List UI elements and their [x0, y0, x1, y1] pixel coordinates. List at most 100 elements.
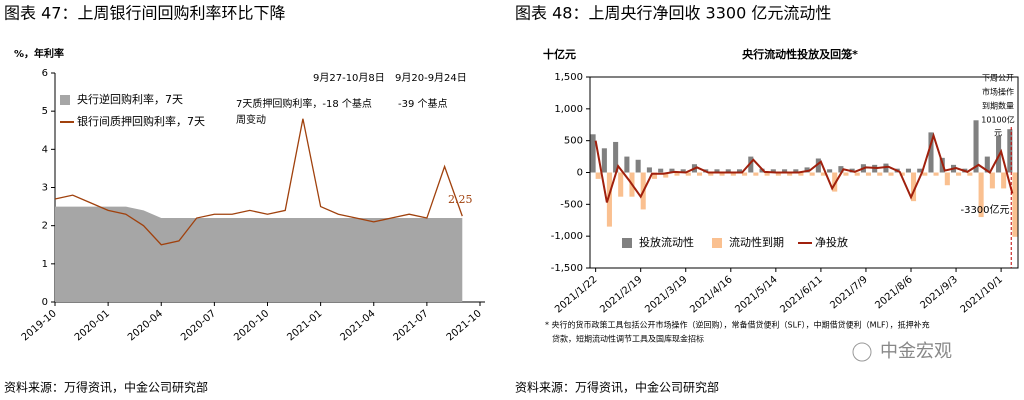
- bar: [973, 120, 979, 173]
- bar: [697, 172, 703, 176]
- y-tick-label: -1,500: [551, 263, 583, 274]
- legend-swatch: [60, 95, 70, 105]
- bar: [618, 172, 624, 197]
- footnote: 贷款，短期流动性调节工具及国库现金招标: [552, 334, 704, 344]
- bar: [922, 172, 928, 176]
- legend-label: 央行逆回购利率，7天: [77, 92, 183, 106]
- bar: [685, 172, 691, 176]
- y-tick-label: -1,000: [551, 231, 583, 242]
- bar: [775, 172, 781, 176]
- bar: [651, 172, 658, 179]
- annotation: 到期数量: [982, 101, 1014, 111]
- annotation: 元: [994, 129, 1002, 138]
- bar: [674, 172, 680, 176]
- bar: [832, 172, 838, 192]
- bar: [730, 172, 736, 176]
- bar: [1012, 172, 1018, 237]
- legend-label: 流动性到期: [729, 235, 784, 249]
- bar: [917, 168, 923, 173]
- bar: [719, 172, 725, 176]
- legend-swatch: [622, 238, 632, 248]
- x-tick-label: 2021/7/9: [828, 274, 869, 311]
- annotation: 9月20-9月24日: [395, 72, 467, 84]
- bar: [905, 168, 911, 173]
- x-tick-label: 2021/5/14: [733, 274, 779, 315]
- line: [54, 118, 463, 246]
- x-tick-label: 2020-01: [73, 308, 112, 343]
- bar: [843, 172, 849, 176]
- x-tick-label: 2021/10/1: [959, 274, 1005, 315]
- bar: [944, 172, 950, 186]
- bar: [646, 167, 652, 173]
- y-axis-label: %，年利率: [14, 47, 64, 60]
- bar: [601, 148, 607, 173]
- y-tick-label: 1: [42, 259, 48, 270]
- annotation: 10100亿: [981, 115, 1014, 125]
- x-tick-label: 2021/8/6: [873, 274, 914, 311]
- footnote: * 央行的货币政策工具包括公开市场操作（逆回购），常备借贷便利（SLF），中期借…: [545, 320, 930, 330]
- bar: [838, 166, 844, 173]
- bar: [787, 172, 793, 176]
- area: [55, 206, 463, 302]
- bar: [782, 169, 788, 173]
- annotation: -3300亿元: [960, 203, 1009, 216]
- bar: [809, 172, 815, 176]
- bar: [1007, 129, 1013, 173]
- x-tick-label: 2020-04: [126, 308, 165, 343]
- y-tick-label: 3: [42, 183, 48, 194]
- legend-swatch: [712, 238, 722, 248]
- bar: [663, 172, 669, 178]
- bar: [714, 169, 720, 173]
- bar: [624, 156, 630, 173]
- bar: [854, 172, 860, 176]
- chart-subtitle: 央行流动性投放及回笼*: [742, 47, 858, 61]
- annotation: -39 个基点: [398, 97, 448, 110]
- bar: [742, 172, 748, 176]
- bar: [658, 168, 664, 173]
- bar: [595, 172, 601, 179]
- y-tick-label: 500: [564, 136, 583, 147]
- bar: [978, 172, 984, 218]
- bar: [1001, 172, 1007, 189]
- legend-label: 投放流动性: [639, 235, 694, 249]
- bar: [804, 167, 810, 173]
- bar: [928, 132, 934, 173]
- bar: [590, 134, 596, 173]
- bar: [984, 156, 990, 173]
- x-tick-label: 2020-10: [232, 308, 271, 343]
- y-tick-label: -500: [560, 199, 583, 210]
- bar: [770, 169, 776, 173]
- y-axis-label: 十亿元: [543, 47, 576, 61]
- watermark-icon: [852, 342, 872, 362]
- x-tick-label: 2021/9/3: [918, 274, 959, 311]
- x-tick-label: 2021/4/16: [688, 274, 734, 315]
- bar: [725, 169, 731, 173]
- x-tick-label: 2019-10: [20, 308, 59, 343]
- annotation: 7天质押回购利率，-18 个基点: [236, 97, 372, 110]
- bar: [793, 169, 799, 173]
- bar: [736, 169, 743, 173]
- x-tick-label: 2021-10: [445, 308, 484, 343]
- bar: [606, 172, 612, 227]
- bar: [764, 172, 770, 176]
- figure-title: 图表 48：上周央行净回收 3300 亿元流动性: [515, 4, 831, 23]
- bar: [877, 172, 883, 176]
- bar: [798, 172, 804, 176]
- bar: [888, 172, 894, 176]
- x-tick-label: 2021/2/19: [598, 274, 644, 315]
- x-tick-label: 2021-07: [392, 308, 431, 343]
- bar: [753, 172, 759, 176]
- y-tick-label: 1,000: [554, 104, 583, 115]
- y-tick-label: 0: [42, 297, 48, 308]
- x-tick-label: 2021/6/11: [778, 274, 824, 315]
- bar: [956, 172, 962, 176]
- bar: [708, 172, 714, 176]
- bar: [748, 156, 754, 173]
- bar: [635, 159, 641, 173]
- bar: [820, 172, 826, 176]
- x-tick-label: 2020-07: [179, 308, 218, 343]
- bar: [996, 135, 1002, 173]
- figure-title: 图表 47：上周银行间回购利率环比下降: [4, 4, 285, 23]
- x-tick-label: 2021/1/22: [553, 274, 599, 315]
- y-tick-label: 5: [42, 106, 48, 117]
